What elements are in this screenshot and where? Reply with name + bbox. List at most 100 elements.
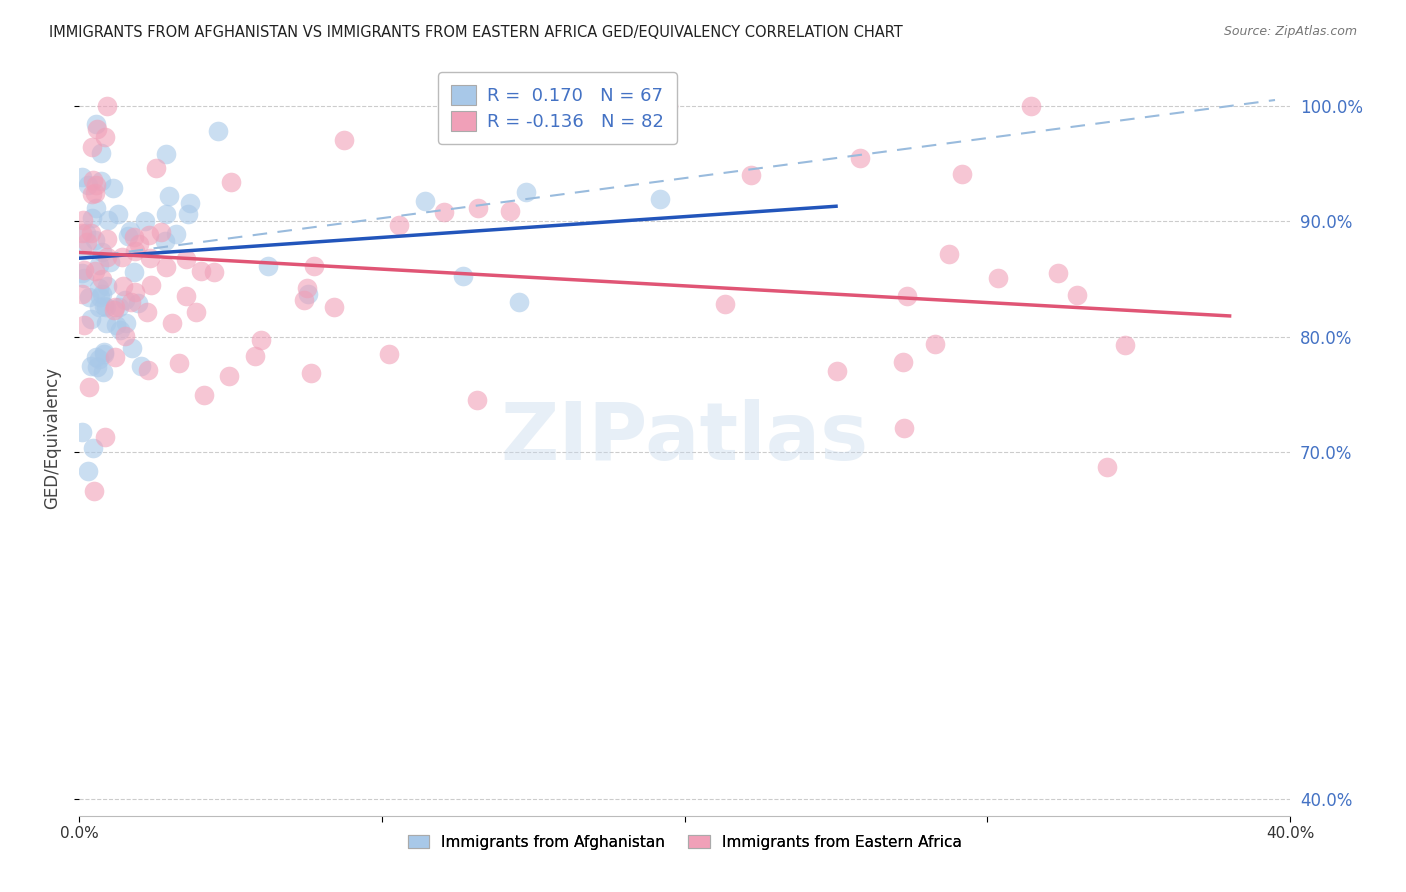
Point [83,264,105,278]
Point [221,176,243,190]
Point [893,421,915,435]
Point [323,300,346,314]
Point [657,99,679,113]
Point [75,226,97,240]
Point [70,266,93,280]
Point [70,286,93,301]
Point [122,265,145,279]
Point [138,228,160,243]
Point [174,252,197,266]
Point [177,207,200,221]
Point [139,251,162,265]
Point [111,251,134,265]
Point [84,117,107,131]
Point [97,212,120,227]
Legend: Immigrants from Afghanistan, Immigrants from Eastern Africa: Immigrants from Afghanistan, Immigrants … [401,827,969,857]
Point [295,281,318,295]
Point [94,316,117,330]
Point [93,298,115,312]
Point [87,258,110,272]
Point [740,168,762,182]
Text: ZIPatlas: ZIPatlas [501,399,869,476]
Point [94,129,117,144]
Point [76,235,98,249]
Point [82,173,104,187]
Point [80,186,103,201]
Point [122,230,145,244]
Point [104,318,127,332]
Point [118,224,141,238]
Point [150,225,173,239]
Point [207,124,229,138]
Point [987,270,1010,285]
Point [121,341,143,355]
Point [86,122,108,136]
Point [96,279,118,293]
Point [124,244,146,258]
Point [94,430,117,444]
Y-axis label: GED/Equivalency: GED/Equivalency [44,367,60,508]
Point [127,295,149,310]
Point [297,287,319,301]
Point [80,311,103,326]
Point [77,380,100,394]
Point [465,392,488,407]
Point [90,271,112,285]
Point [501,120,523,135]
Point [157,189,180,203]
Point [128,236,150,251]
Point [82,441,104,455]
Point [654,99,676,113]
Point [94,300,117,314]
Point [80,211,103,225]
Point [80,140,103,154]
Point [120,295,142,310]
Point [1047,266,1070,280]
Point [73,263,96,277]
Point [162,316,184,330]
Point [129,359,152,374]
Point [299,367,322,381]
Point [110,323,132,337]
Point [108,300,131,314]
Point [72,212,94,227]
Point [145,161,167,175]
Point [77,290,100,304]
Point [243,349,266,363]
Text: Source: ZipAtlas.com: Source: ZipAtlas.com [1223,25,1357,38]
Point [79,227,101,241]
Point [89,290,111,304]
Point [84,202,107,216]
Point [292,293,315,308]
Point [714,297,737,311]
Point [190,264,212,278]
Point [1114,338,1136,352]
Point [90,286,112,301]
Point [155,260,177,274]
Point [87,352,110,367]
Point [508,295,530,310]
Point [825,364,848,378]
Point [90,145,112,160]
Point [155,146,177,161]
Point [70,425,93,439]
Point [498,204,520,219]
Point [378,347,401,361]
Point [938,247,960,261]
Point [134,214,156,228]
Point [83,484,105,499]
Point [136,305,159,319]
Point [250,333,273,347]
Point [73,271,96,285]
Point [415,194,437,208]
Point [70,244,93,258]
Point [333,133,356,147]
Point [96,99,118,113]
Point [891,354,914,368]
Point [515,185,537,199]
Point [117,229,139,244]
Point [70,226,93,240]
Point [104,300,127,314]
Point [165,227,187,241]
Point [114,328,136,343]
